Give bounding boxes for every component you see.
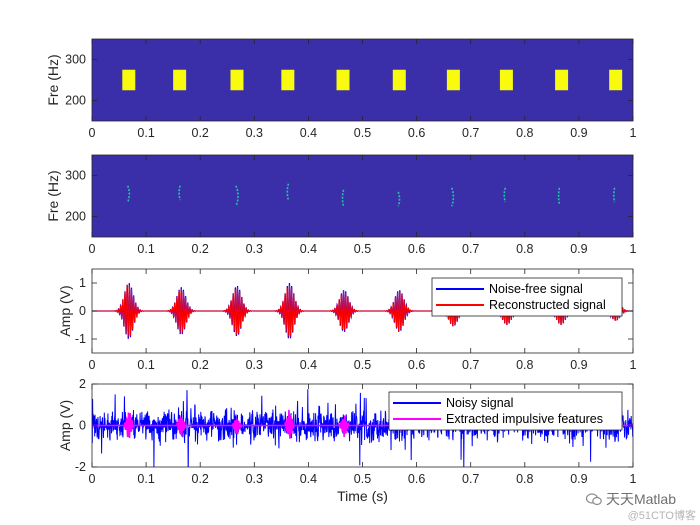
- x-tick-label: 0.3: [246, 358, 263, 372]
- x-tick-label: 0.2: [192, 472, 209, 486]
- energy-block-8: [499, 69, 513, 91]
- x-tick-label: 0.2: [192, 242, 209, 256]
- y-axis-label: Fre (Hz): [45, 170, 61, 221]
- x-tick-label: 0.2: [192, 126, 209, 140]
- legend-label-1: Noisy signal: [446, 396, 513, 410]
- energy-block-2: [173, 69, 187, 91]
- y-axis-label: Fre (Hz): [45, 54, 61, 105]
- y-axis-label: Amp (V): [57, 400, 73, 451]
- x-tick-label: 0.9: [570, 126, 587, 140]
- x-tick-label: 1: [630, 242, 637, 256]
- energy-block-1: [122, 69, 136, 91]
- x-axis-label: Time (s): [337, 488, 388, 504]
- y-tick-label: 300: [65, 169, 86, 183]
- x-tick-label: 0.5: [354, 472, 371, 486]
- wechat-icon: [585, 492, 602, 505]
- ridge-5: [341, 189, 345, 207]
- x-tick-label: 0.4: [300, 358, 317, 372]
- x-tick-label: 0.8: [516, 472, 533, 486]
- x-tick-label: 0.9: [570, 358, 587, 372]
- x-tick-label: 0.7: [462, 242, 479, 256]
- x-tick-label: 0.9: [570, 242, 587, 256]
- ridge-6: [397, 191, 401, 207]
- x-tick-label: 0: [89, 242, 96, 256]
- watermark-source: @51CTO博客: [627, 510, 696, 522]
- panel-4: Noisy signal Extracted impulsive features…: [57, 377, 637, 504]
- x-tick-label: 0.3: [246, 472, 263, 486]
- energy-block-7: [446, 69, 460, 91]
- heatmap-background: [92, 155, 633, 237]
- x-tick-label: 0.9: [570, 472, 587, 486]
- x-tick-label: 0.8: [516, 358, 533, 372]
- legend-box: [388, 391, 623, 431]
- x-tick-label: 0.4: [300, 126, 317, 140]
- x-tick-label: 0.4: [300, 242, 317, 256]
- legend-label-2: Extracted impulsive features: [446, 412, 603, 426]
- y-tick-label: 200: [65, 94, 86, 108]
- y-tick-label: 200: [65, 210, 86, 224]
- x-tick-label: 0.3: [246, 126, 263, 140]
- x-tick-label: 0.6: [408, 472, 425, 486]
- x-tick-label: 0.8: [516, 242, 533, 256]
- ridge-1: [126, 185, 131, 203]
- x-tick-label: 1: [630, 126, 637, 140]
- y-tick-label: 300: [65, 53, 86, 67]
- x-tick-label: 0.3: [246, 242, 263, 256]
- ridge-2: [178, 185, 181, 201]
- x-tick-label: 0: [89, 472, 96, 486]
- x-tick-label: 0: [89, 358, 96, 372]
- x-tick-label: 0.1: [137, 242, 154, 256]
- watermark-brand-text: 天天Matlab: [605, 491, 676, 507]
- x-tick-label: 0.1: [137, 472, 154, 486]
- x-tick-label: 0.6: [408, 358, 425, 372]
- y-tick-label: 1: [79, 276, 86, 290]
- x-tick-label: 0.7: [462, 358, 479, 372]
- ridge-8: [503, 187, 507, 203]
- y-tick-label: -1: [75, 332, 86, 346]
- y-tick-label: -2: [75, 460, 86, 474]
- y-tick-label: 0: [79, 419, 86, 433]
- panel-1: 0 0.1 0.2 0.3 0.4 0.5 0.6 0.7 0.8 0.9 1 200 300 Fre (…: [45, 38, 637, 140]
- ridge-3: [235, 185, 239, 207]
- x-tick-label: 0.2: [192, 358, 209, 372]
- legend-box: [431, 277, 623, 317]
- x-tick-label: 0.7: [462, 126, 479, 140]
- x-tick-label: 0.5: [354, 126, 371, 140]
- x-tick-label: 0.8: [516, 126, 533, 140]
- x-tick-label: 0.7: [462, 472, 479, 486]
- panel-2: 0 0.1 0.2 0.3 0.4 0.5 0.6 0.7 0.8 0.9 1 200 300 Fre (…: [45, 154, 637, 256]
- x-tick-label: 0.1: [137, 126, 154, 140]
- legend-label-1: Noise-free signal: [489, 282, 583, 296]
- energy-block-6: [392, 69, 406, 91]
- x-tick-label: 0.4: [300, 472, 317, 486]
- legend-label-2: Reconstructed signal: [489, 298, 606, 312]
- x-tick-label: 0.1: [137, 358, 154, 372]
- energy-block-9: [555, 69, 569, 91]
- legend: Noisy signal Extracted impulsive features: [388, 391, 623, 431]
- x-tick-label: 0.6: [408, 126, 425, 140]
- y-axis-label: Amp (V): [57, 285, 73, 336]
- ridge-9: [557, 187, 561, 205]
- x-tick-label: 0.6: [408, 242, 425, 256]
- x-tick-label: 0.5: [354, 358, 371, 372]
- x-tick-label: 0: [89, 126, 96, 140]
- watermark-brand: 天天Matlab: [585, 489, 676, 509]
- x-tick-label: 0.5: [354, 242, 371, 256]
- x-tick-label: 1: [630, 358, 637, 372]
- ridge-4: [286, 183, 290, 201]
- panel-3: Noise-free signal Reconstructed signal 0 0.…: [57, 268, 637, 372]
- ridge-7: [451, 187, 455, 207]
- energy-block-4: [281, 69, 295, 91]
- ridge-10: [612, 187, 616, 203]
- energy-block-3: [230, 69, 244, 91]
- energy-block-10: [609, 69, 623, 91]
- y-tick-label: 0: [79, 304, 86, 318]
- x-tick-label: 1: [630, 472, 637, 486]
- legend: Noise-free signal Reconstructed signal: [431, 277, 623, 317]
- y-tick-label: 2: [79, 377, 86, 391]
- energy-block-5: [336, 69, 350, 91]
